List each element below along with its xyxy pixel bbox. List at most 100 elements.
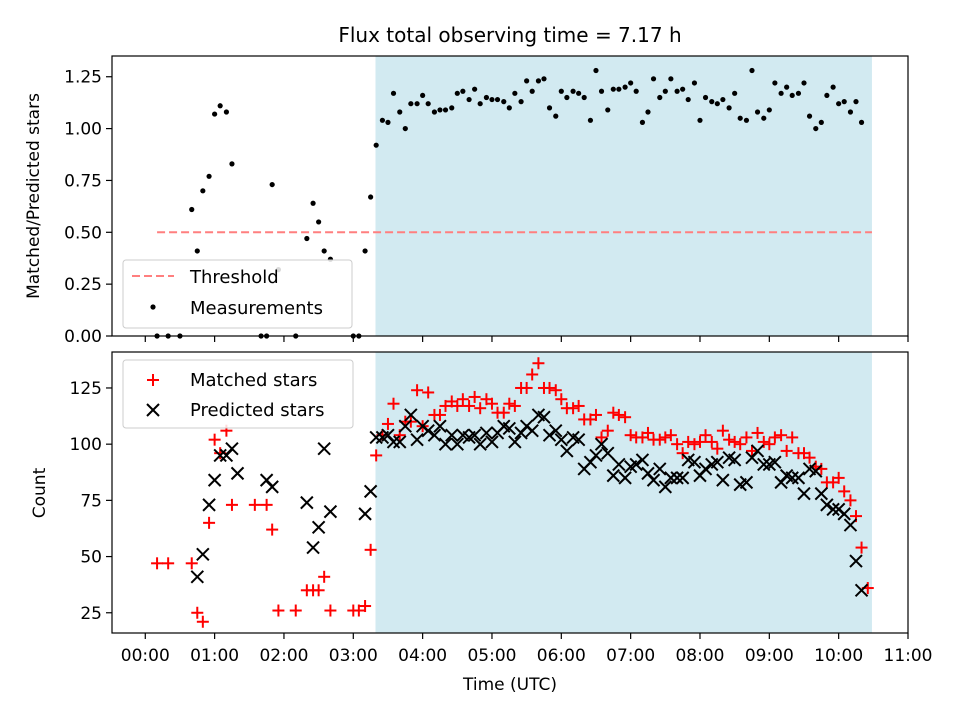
measurement-point	[442, 107, 449, 113]
predicted-star-point	[508, 435, 522, 449]
predicted-star-point	[386, 435, 401, 449]
matched-star-point	[324, 604, 337, 617]
matched-star-point	[151, 557, 164, 570]
matched-star-point	[786, 431, 799, 444]
matched-star-point	[451, 399, 464, 412]
y-tick-label: 125	[70, 379, 102, 399]
bottom-panel: 25 50 75 100 125 00:00 01:00 02:00 03:00 04:00 05…	[30, 351, 933, 695]
predicted-stars-points	[190, 408, 869, 597]
matched-star-point	[272, 604, 285, 617]
measurement-point	[217, 103, 223, 109]
measurement-point	[506, 105, 512, 111]
predicted-star-point	[785, 471, 799, 485]
measurement-point	[662, 88, 668, 94]
measurement-point	[431, 109, 438, 115]
legend-matched-label: Matched stars	[190, 370, 317, 391]
measurement-point	[437, 107, 443, 113]
predicted-star-point	[560, 444, 574, 458]
measurement-point	[379, 117, 386, 123]
legend-predicted-label: Predicted stars	[190, 400, 324, 421]
measurement-point	[749, 67, 755, 74]
measurement-point	[789, 92, 795, 99]
predicted-star-point	[230, 466, 245, 481]
measurement-point	[489, 96, 495, 103]
matched-stars-points	[151, 357, 874, 628]
measurement-point	[466, 96, 472, 103]
measurement-point	[477, 101, 483, 107]
measurement-points	[154, 67, 865, 339]
legend-predicted-swatch	[146, 403, 160, 417]
measurement-point	[310, 200, 316, 206]
measurement-point	[321, 248, 327, 254]
matched-star-point	[532, 357, 545, 370]
measurement-point	[576, 90, 582, 96]
predicted-star-point	[473, 437, 487, 451]
x-tick-label: 05:00	[467, 646, 516, 666]
predicted-star-point	[438, 437, 453, 451]
predicted-star-point	[843, 518, 858, 532]
measurement-point	[223, 109, 230, 115]
predicted-star-point	[196, 547, 210, 562]
x-tick-label: 06:00	[537, 646, 586, 666]
predicted-star-point	[571, 432, 586, 447]
measurement-point	[697, 117, 703, 123]
measurement-point	[541, 76, 547, 82]
predicted-star-point	[757, 457, 771, 472]
measurement-point	[564, 94, 570, 101]
predicted-star-point	[768, 455, 782, 469]
x-tick-label: 02:00	[259, 646, 308, 666]
matched-star-point	[838, 485, 851, 498]
measurement-point	[390, 90, 397, 96]
measurement-point	[420, 92, 426, 99]
matched-star-point	[433, 408, 446, 421]
measurement-point	[229, 161, 235, 167]
measurement-point	[494, 96, 501, 103]
legend-measurements-label: Measurements	[190, 298, 323, 319]
measurement-point	[414, 101, 420, 107]
matched-star-point	[526, 368, 539, 381]
measurement-point	[553, 113, 559, 119]
matched-star-point	[589, 408, 602, 421]
matched-star-point	[775, 429, 788, 442]
matched-star-point	[693, 435, 706, 448]
predicted-star-point	[820, 498, 834, 512]
matched-star-point	[474, 402, 487, 415]
predicted-star-point	[202, 498, 216, 512]
predicted-star-point	[300, 495, 314, 510]
measurement-point	[616, 86, 622, 92]
y-tick-label: 0.25	[64, 275, 102, 295]
matched-star-point	[832, 471, 845, 484]
matched-star-point	[463, 399, 476, 412]
matched-star-point	[196, 615, 209, 628]
x-tick-label: 04:00	[398, 646, 447, 666]
predicted-star-point	[716, 473, 730, 487]
matched-star-point	[266, 523, 279, 536]
matched-star-point	[203, 516, 216, 529]
matched-star-point	[289, 604, 302, 617]
measurement-point	[743, 117, 750, 123]
bottom-y-axis-label: Count	[30, 467, 50, 518]
matched-star-point	[468, 390, 481, 403]
matched-star-point	[312, 584, 325, 597]
measurement-point	[518, 99, 524, 105]
measurement-point	[460, 88, 466, 94]
measurement-point	[847, 109, 854, 115]
matched-star-point	[555, 393, 568, 406]
predicted-star-point	[427, 428, 442, 442]
measurement-point	[714, 101, 720, 107]
measurement-point	[841, 99, 847, 105]
matched-star-point	[387, 397, 400, 410]
measurement-point	[795, 90, 802, 96]
predicted-star-point	[537, 410, 551, 424]
bottom-legend: Matched stars Predicted stars	[122, 359, 354, 429]
predicted-star-point	[791, 471, 806, 485]
measurement-point	[622, 84, 628, 90]
matched-star-point	[456, 393, 469, 406]
measurement-point	[761, 115, 767, 121]
matched-star-point	[497, 406, 510, 419]
predicted-star-point	[629, 457, 643, 472]
predicted-star-point	[589, 448, 603, 463]
matched-star-point	[624, 429, 637, 442]
bottom-x-axis-ticks: 00:00 01:00 02:00 03:00 04:00 05:00 06:00 07:00…	[121, 633, 933, 666]
legend-threshold-label: Threshold	[189, 267, 279, 288]
